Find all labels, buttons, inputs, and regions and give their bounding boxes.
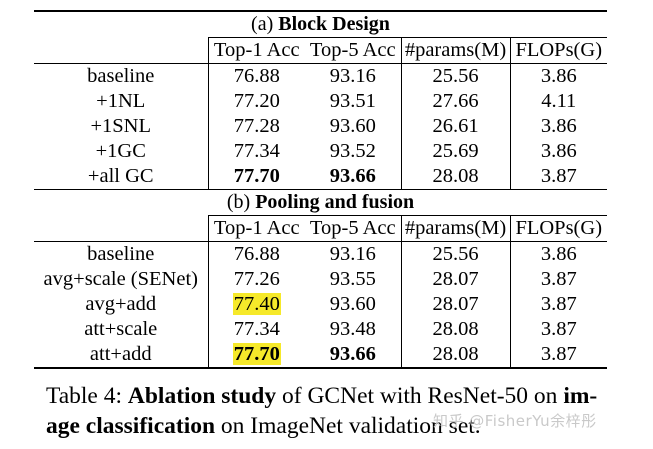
header-params: #params(M) — [400, 215, 510, 242]
section-a-title-row: (a) Block Design — [34, 10, 607, 38]
cell-top1: 76.88 — [207, 63, 305, 89]
table-caption: Table 4: Ablation study of GCNet with Re… — [46, 381, 626, 441]
cell-top5: 93.48 — [329, 318, 376, 340]
ablation-table: (a) Block Design Top-1 Acc Top-5 Acc #pa… — [34, 10, 607, 369]
highlight-mark: 77.40 — [232, 293, 281, 315]
section-b-header-row: Top-1 Acc Top-5 Acc #params(M) FLOPs(G) — [34, 215, 607, 242]
row-name: att+add — [34, 342, 208, 369]
row-name: +1GC — [95, 140, 146, 162]
cell-params: 28.08 — [400, 164, 510, 190]
header-top5: Top-5 Acc — [305, 37, 401, 64]
cell-params: 26.61 — [400, 114, 510, 139]
row-name: baseline — [34, 241, 208, 267]
cell-top1: 77.34 — [207, 317, 305, 342]
cell-top1: 77.20 — [207, 89, 305, 114]
cell-params: 25.69 — [400, 139, 510, 164]
cell-top5: 93.55 — [329, 268, 376, 290]
table-row: baseline 76.88 93.16 25.56 3.86 — [34, 63, 607, 89]
table-row: avg+add 77.40 93.60 28.07 3.87 — [34, 292, 607, 317]
cell-top5: 93.66 — [329, 165, 376, 187]
cell-flops: 3.87 — [509, 342, 607, 369]
table-row: att+scale 77.34 93.48 28.08 3.87 — [34, 317, 607, 342]
cell-params: 28.07 — [400, 292, 510, 317]
cell-flops: 3.87 — [509, 317, 607, 342]
cell-flops: 3.87 — [509, 164, 607, 190]
header-flops: FLOPs(G) — [509, 37, 607, 64]
cell-flops: 3.87 — [509, 267, 607, 292]
table-row: +1SNL 77.28 93.60 26.61 3.86 — [34, 114, 607, 139]
table-row: att+add 77.70 93.66 28.08 3.87 — [34, 342, 607, 369]
header-params: #params(M) — [400, 37, 510, 64]
header-top1: Top-1 Acc — [207, 215, 305, 242]
section-b-title: (b) Pooling and fusion — [34, 189, 607, 216]
row-name: +all GC — [87, 165, 154, 187]
table-row: +all GC 77.70 93.66 28.08 3.87 — [34, 164, 607, 190]
header-blank — [34, 216, 208, 242]
cell-params: 28.08 — [400, 342, 510, 369]
cell-flops: 3.86 — [509, 139, 607, 164]
watermark: 知乎 @FisherYu余梓彤 — [433, 412, 597, 430]
caption-label: Table 4: — [46, 383, 128, 409]
table-row: +1GC 77.34 93.52 25.69 3.86 — [34, 139, 607, 164]
caption-bold-2: im-age classification — [46, 383, 598, 439]
cell-flops: 3.86 — [509, 241, 607, 267]
cell-params: 28.08 — [400, 317, 510, 342]
row-name: avg+add — [85, 293, 157, 315]
cell-params: 25.56 — [400, 241, 510, 267]
cell-top5: 93.52 — [329, 140, 376, 162]
cell-flops: 4.11 — [509, 89, 607, 114]
section-a-header-row: Top-1 Acc Top-5 Acc #params(M) FLOPs(G) — [34, 37, 607, 64]
cell-top1: 77.28 — [207, 114, 305, 139]
cell-top5: 93.16 — [305, 63, 401, 89]
header-top5: Top-5 Acc — [305, 215, 401, 242]
header-blank — [34, 38, 208, 64]
caption-bold-1: Ablation study — [127, 383, 277, 409]
caption-text-1: of GCNet with ResNet-50 on — [276, 383, 564, 409]
cell-params: 25.56 — [400, 63, 510, 89]
table-row: avg+scale (SENet) 77.26 93.55 28.07 3.87 — [34, 267, 607, 292]
table-row: baseline 76.88 93.16 25.56 3.86 — [34, 241, 607, 267]
cell-top1: 77.70 — [207, 164, 305, 190]
cell-flops: 3.86 — [509, 63, 607, 89]
cell-params: 27.66 — [400, 89, 510, 114]
cell-top1: 77.26 — [207, 267, 305, 292]
cell-top5: 93.60 — [329, 293, 376, 315]
row-name: +1SNL — [90, 115, 152, 137]
cell-top5: 93.51 — [329, 90, 376, 112]
table-row: +1NL 77.20 93.51 27.66 4.11 — [34, 89, 607, 114]
row-name: +1NL — [96, 90, 146, 112]
cell-top5: 93.16 — [305, 241, 401, 267]
highlight-mark: 77.70 — [232, 343, 281, 365]
row-name: att+scale — [84, 318, 158, 340]
section-b-title-row: (b) Pooling and fusion — [34, 189, 607, 216]
header-flops: FLOPs(G) — [509, 215, 607, 242]
cell-top1: 77.70 — [207, 342, 305, 369]
cell-top5: 93.66 — [305, 342, 401, 369]
section-a-title: (a) Block Design — [34, 10, 607, 38]
cell-flops: 3.86 — [509, 114, 607, 139]
cell-top1: 77.40 — [207, 292, 305, 317]
results-table: (a) Block Design Top-1 Acc Top-5 Acc #pa… — [34, 10, 607, 369]
cell-top1: 76.88 — [207, 241, 305, 267]
row-name: baseline — [34, 63, 208, 89]
cell-top1: 77.34 — [207, 139, 305, 164]
cell-flops: 3.87 — [509, 292, 607, 317]
cell-params: 28.07 — [400, 267, 510, 292]
caption-text-2: on ImageNet validation set. — [215, 413, 481, 439]
cell-top5: 93.60 — [329, 115, 376, 137]
header-top1: Top-1 Acc — [207, 37, 305, 64]
row-name: avg+scale (SENet) — [43, 268, 198, 290]
